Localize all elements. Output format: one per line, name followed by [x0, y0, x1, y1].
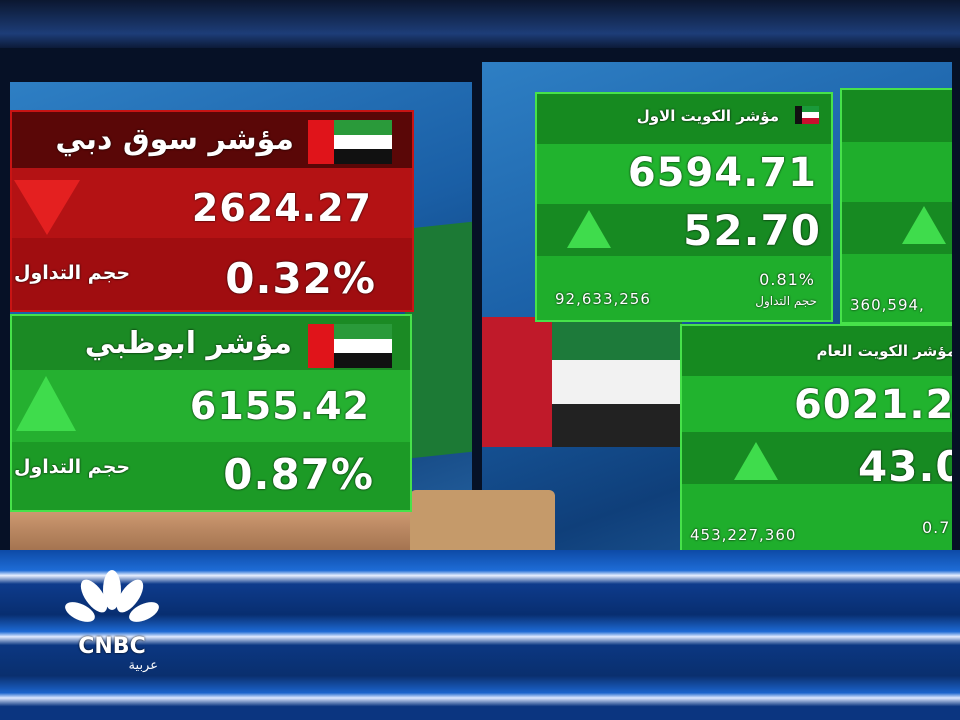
index-value: 6155.42: [189, 384, 370, 428]
cnbc-arabia-logo: CNBC عربية: [52, 570, 172, 673]
volume-label: حجم التداول: [755, 294, 817, 308]
saudi-flag-background: [405, 215, 472, 459]
logo-text: CNBC: [78, 634, 146, 659]
change-percent: 0.7: [922, 518, 951, 537]
abu-dhabi-index-card: مؤشر ابوظبي 6155.42 حجم التداول 0.87%: [10, 314, 412, 512]
volume-value: 92,633,256: [555, 290, 651, 308]
up-arrow-icon: [16, 376, 76, 431]
change-percent: 0.32%: [225, 254, 376, 303]
volume-label: حجم التداول: [14, 456, 131, 478]
index-title: مؤشر ابوظبي: [84, 326, 292, 361]
top-frame-bar: [0, 0, 960, 48]
index-title: مؤشر الكويت الاول: [636, 107, 779, 125]
up-arrow-icon: [902, 206, 946, 244]
change-percent: 0.81%: [759, 270, 815, 289]
kuwait-general-index-card: مؤشر الكويت العام 6021.2 43.0 0.7 453,22…: [680, 324, 952, 568]
volume-value: 360,594,: [850, 296, 925, 314]
index-title: مؤشر الكويت العام: [816, 342, 953, 360]
logo-subtext: عربية: [128, 658, 158, 673]
partial-index-card: 360,594,: [840, 88, 952, 324]
down-arrow-icon: [14, 180, 80, 235]
volume-label: حجم التداول: [14, 262, 131, 284]
peacock-icon: [65, 570, 159, 622]
index-title: مؤشر سوق دبي: [55, 122, 294, 157]
volume-value: 453,227,360: [690, 526, 797, 544]
index-value: 6594.71: [627, 150, 817, 196]
index-value: 2624.27: [191, 186, 372, 230]
kuwait-flag-icon: [795, 106, 819, 124]
change-percent: 0.87%: [223, 450, 374, 499]
dubai-index-card: مؤشر سوق دبي 2624.27 حجم التداول 0.32%: [10, 110, 414, 312]
up-arrow-icon: [734, 442, 778, 480]
uae-flag-background: [482, 317, 682, 447]
up-arrow-icon: [567, 210, 611, 248]
index-value: 6021.2: [794, 382, 952, 428]
change-value: 52.70: [683, 206, 821, 255]
uae-flag-icon: [308, 120, 392, 165]
kuwait-first-index-card: مؤشر الكويت الاول 6594.71 52.70 0.81% 92…: [535, 92, 833, 322]
change-value: 43.0: [858, 442, 952, 491]
studio-floor-stripes: [0, 550, 960, 720]
uae-flag-icon: [308, 324, 392, 369]
